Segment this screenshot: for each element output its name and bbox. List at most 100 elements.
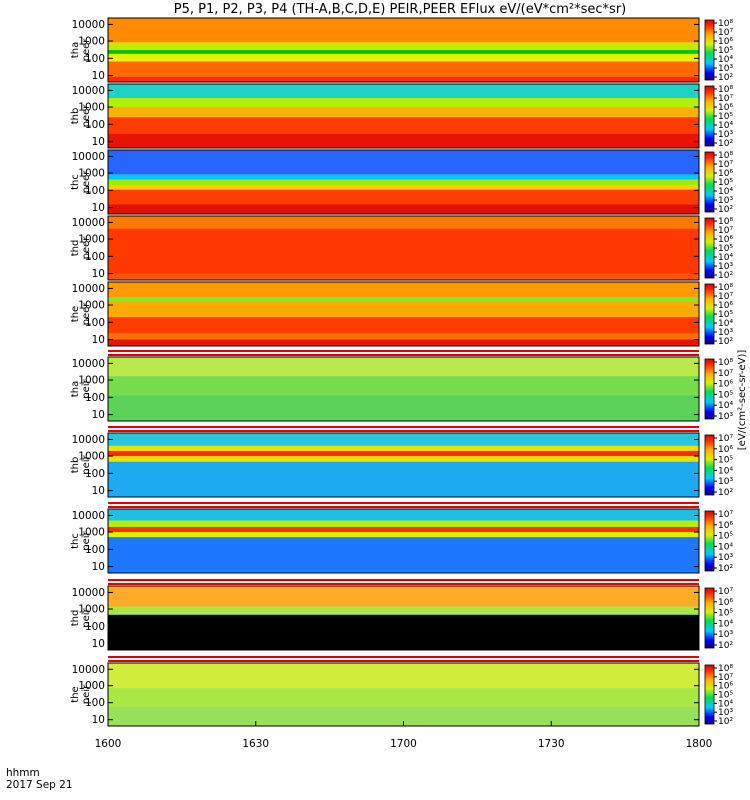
separator-strip-top — [108, 579, 699, 581]
colorbar-tick-label: 10⁵ — [718, 178, 733, 188]
y-tick-label: 100 — [85, 621, 105, 633]
panel-frame — [107, 281, 700, 347]
spectrogram-band — [108, 456, 699, 463]
y-tick-label: 10000 — [72, 358, 105, 370]
colorbar-tick-label: 10⁵ — [718, 390, 733, 400]
colorbar — [704, 664, 715, 725]
spectrogram-band — [108, 228, 699, 275]
panel-frame — [107, 215, 700, 281]
colorbar-tick-label: 10⁸ — [718, 358, 733, 368]
panel-the-peer: 10 100 1000 10000 the peer 10²10³10⁴10⁵10⁶10⁷1… — [70, 281, 733, 347]
y-tick-label: 10 — [92, 268, 105, 280]
colorbar — [704, 151, 715, 213]
panel-instrument-label: peer — [81, 38, 92, 62]
separator-strip-bottom — [108, 583, 699, 585]
y-tick-label: 1000 — [78, 102, 105, 114]
y-tick-label: 1000 — [78, 527, 105, 539]
y-tick-label: 100 — [85, 53, 105, 65]
colorbar-tick-label: 10⁷ — [718, 28, 733, 38]
colorbar-tick-label: 10³ — [718, 553, 733, 563]
colorbar-tick-label: 10⁶ — [718, 103, 733, 113]
colorbar-tick-label: 10⁸ — [718, 151, 733, 161]
colorbar-tick-label: 10³ — [718, 262, 733, 272]
colorbar — [704, 358, 715, 420]
colorbar-tick-label: 10⁷ — [718, 510, 733, 520]
y-tick-label: 1000 — [78, 451, 105, 463]
y-tick-label: 1000 — [78, 168, 105, 180]
colorbar-tick-label: 10⁶ — [718, 37, 733, 47]
colorbar-tick-label: 10⁷ — [718, 94, 733, 104]
separator-strip-bottom — [108, 506, 699, 508]
colorbar-tick-label: 10³ — [718, 477, 733, 487]
colorbar-tick-label: 10⁴ — [718, 121, 733, 131]
colorbar-tick-label: 10⁴ — [718, 619, 733, 629]
panel-instrument-label: peir — [81, 684, 92, 704]
colorbar-tick-label: 10³ — [718, 64, 733, 74]
colorbar-tick-label: 10⁴ — [718, 401, 733, 411]
colorbar-tick-label: 10² — [718, 717, 733, 727]
colorbar-tick-label: 10⁷ — [718, 673, 733, 683]
colorbar — [704, 217, 715, 279]
x-tick-label: 1730 — [538, 738, 565, 750]
x-tick-label: 1630 — [242, 738, 269, 750]
colorbar-tick-label: 10⁶ — [718, 521, 733, 531]
panel-thc-peer: 10 100 1000 10000 thc peer 10²10³10⁴10⁵10⁶10⁷1… — [70, 149, 733, 215]
panel-probe-label: the — [70, 686, 81, 702]
colorbar-tick-label: 10⁴ — [718, 466, 733, 476]
y-tick-label: 10 — [92, 561, 105, 573]
spectrogram-band — [108, 185, 699, 191]
colorbar-tick-label: 10⁵ — [718, 244, 733, 254]
colorbar-tick-label: 10⁴ — [718, 699, 733, 709]
colorbar-tick-label: 10⁴ — [718, 542, 733, 552]
spectrogram-band — [108, 50, 699, 55]
spectrogram-band — [108, 107, 699, 118]
x-axis-label: hhmm — [6, 767, 40, 779]
colorbar-tick-label: 10³ — [718, 196, 733, 206]
spectrogram-band — [108, 53, 699, 63]
spectrogram-band — [108, 216, 699, 230]
spectrogram-band — [108, 357, 699, 377]
y-tick-label: 10000 — [72, 434, 105, 446]
spectrogram-band — [108, 339, 699, 347]
y-tick-label: 10000 — [72, 587, 105, 599]
y-tick-label: 100 — [85, 392, 105, 404]
colorbar-tick-label: 10⁵ — [718, 456, 733, 466]
colorbar-tick-label: 10⁵ — [718, 112, 733, 122]
x-tick-labels: 1600 1630 1700 1730 1800 — [95, 721, 712, 750]
panel-tha-peer: 10 100 1000 10000 tha peer 10²10³10⁴10⁵10⁶10⁷1… — [70, 17, 733, 83]
colorbar-tick-label: 10³ — [718, 412, 733, 422]
colorbar-tick-label: 10⁷ — [718, 160, 733, 170]
colorbar-tick-label: 10² — [718, 139, 733, 149]
colorbar-tick-label: 10⁴ — [718, 55, 733, 65]
separator-strip-bottom — [108, 430, 699, 432]
spectrogram-band — [108, 273, 699, 281]
panel-frame — [107, 432, 700, 498]
y-tick-label: 10000 — [72, 217, 105, 229]
spectrogram-band — [108, 76, 699, 83]
colorbar-tick-label: 10⁶ — [718, 445, 733, 455]
colorbar — [704, 587, 715, 649]
colorbar-tick-label: 10⁸ — [718, 217, 733, 227]
separator-strip-bottom — [108, 354, 699, 356]
y-tick-label: 100 — [85, 317, 105, 329]
colorbar-tick-label: 10² — [718, 73, 733, 83]
separator-strip-top — [108, 656, 699, 658]
spectrogram-band — [108, 461, 699, 498]
spectrogram-band — [108, 301, 699, 318]
spectrogram-band — [108, 532, 699, 538]
panel-instrument-label: peer — [81, 302, 92, 326]
spectrogram-band — [108, 433, 699, 447]
spectrogram-band — [108, 174, 699, 180]
colorbar-tick-label: 10² — [718, 488, 733, 498]
spectrogram-band — [108, 150, 699, 175]
y-tick-label: 10000 — [72, 85, 105, 97]
spectrogram-band — [108, 663, 699, 689]
spectrogram-band — [108, 537, 699, 574]
panel-instrument-label: peer — [81, 236, 92, 260]
y-tick-label: 10000 — [72, 283, 105, 295]
spectrogram-band — [108, 189, 699, 205]
spectrogram-band — [108, 606, 699, 616]
colorbar-tick-label: 10⁶ — [718, 235, 733, 245]
